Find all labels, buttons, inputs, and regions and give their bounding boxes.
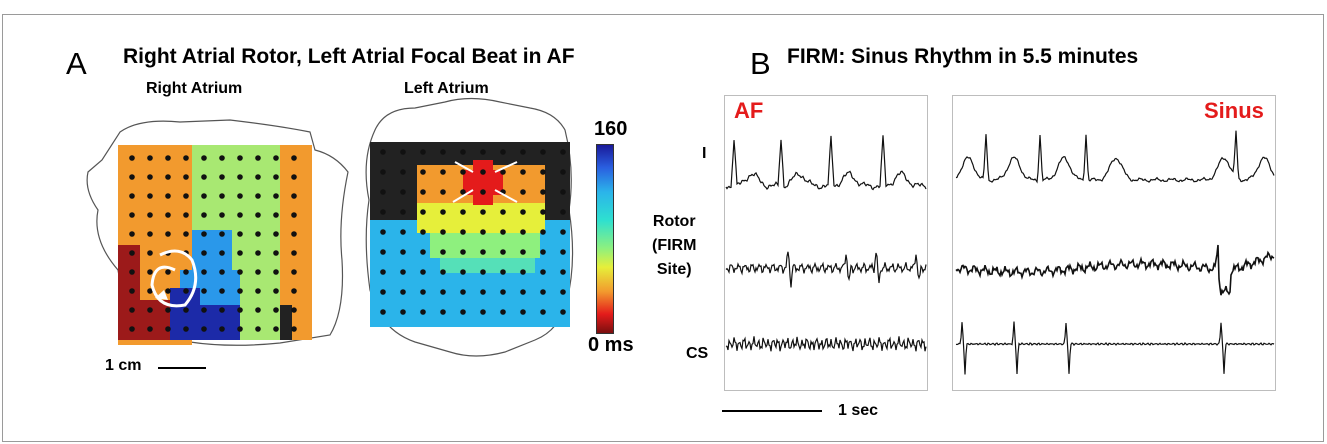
panel-a-title: Right Atrial Rotor, Left Atrial Focal Be… — [123, 45, 575, 68]
af-cs-trace — [725, 336, 927, 352]
scale-bar — [158, 367, 206, 369]
panel-b-title: FIRM: Sinus Rhythm in 5.5 minutes — [787, 45, 1139, 68]
left-atrium-label: Left Atrium — [404, 80, 489, 97]
figure-frame — [2, 14, 1324, 442]
panel-a-letter: A — [66, 46, 87, 81]
colorbar-max-label: 160 — [594, 118, 628, 140]
right-atrium-activation-map — [86, 119, 349, 346]
colorbar — [596, 144, 614, 334]
af-label: AF — [734, 98, 764, 123]
sinus-cs-trace — [955, 321, 1275, 375]
colorbar-min-label: 0 ms — [588, 334, 634, 356]
af-trace-box — [724, 95, 928, 391]
af-lead-i-trace — [725, 135, 927, 191]
panel-b-letter: B — [750, 46, 771, 81]
af-rotor-trace — [725, 251, 927, 288]
sinus-trace-box — [952, 95, 1276, 391]
time-scale-label: 1 sec — [838, 402, 879, 419]
rotor-label: Rotor (FIRM Site) — [652, 213, 697, 278]
time-scale-bar — [722, 410, 822, 412]
lead-cs-label: CS — [686, 345, 709, 362]
scale-bar-label: 1 cm — [105, 357, 142, 374]
sinus-rotor-trace — [955, 244, 1275, 296]
sinus-label: Sinus — [1204, 98, 1264, 123]
right-atrium-label: Right Atrium — [146, 80, 243, 97]
left-atrium-activation-map — [365, 97, 574, 357]
lead-i-label: I — [702, 145, 707, 162]
sinus-lead-i-trace — [955, 130, 1275, 184]
